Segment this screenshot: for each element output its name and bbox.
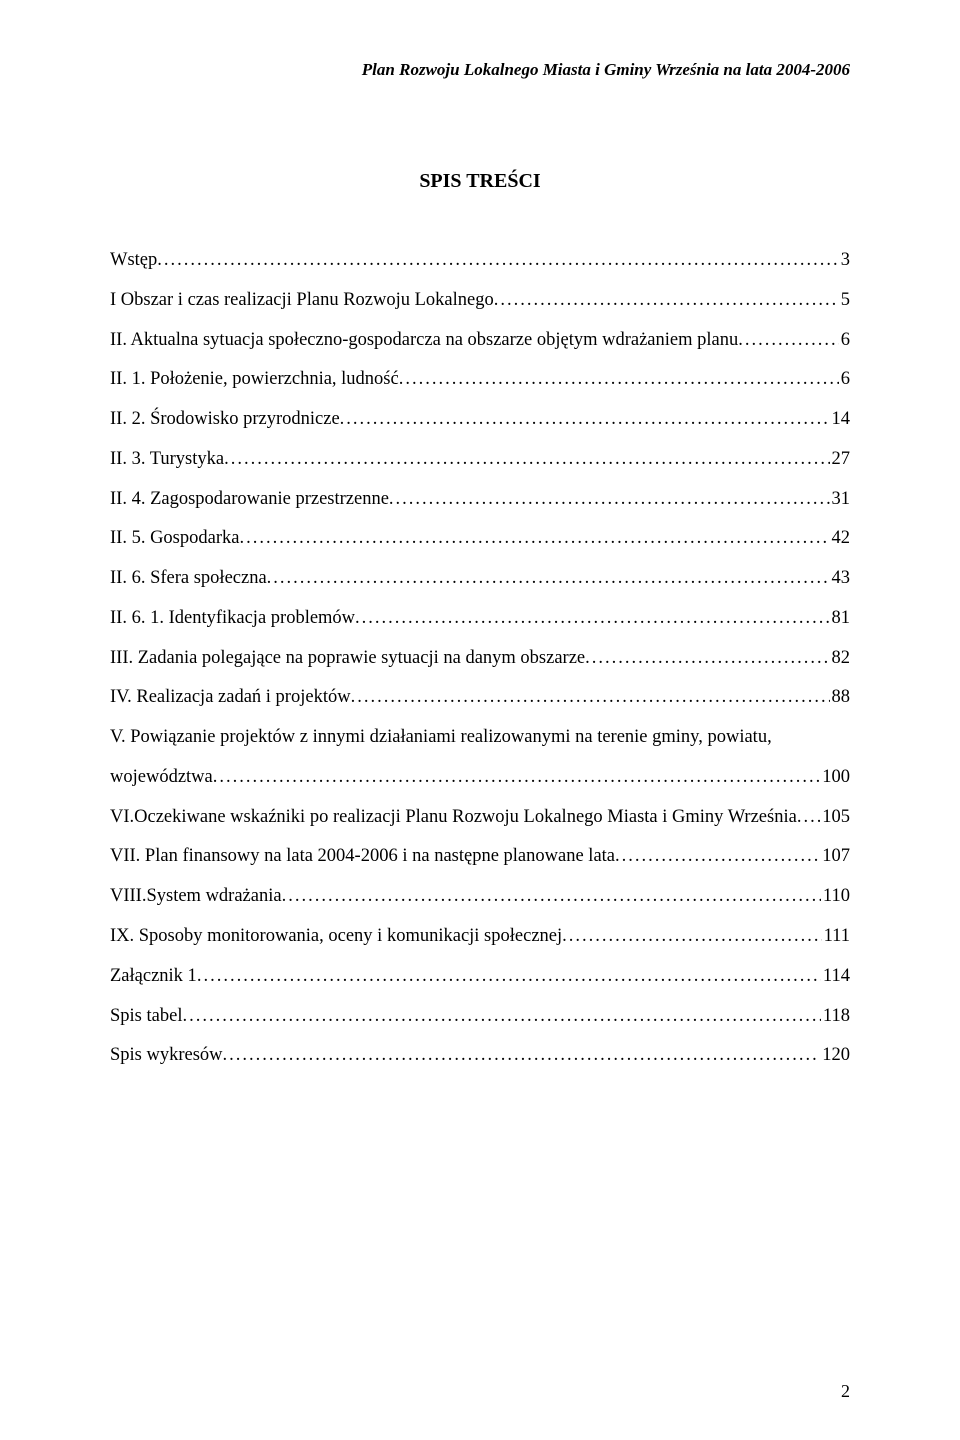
- toc-leader-dots: [340, 400, 830, 440]
- toc-entry-page: 105: [820, 798, 850, 838]
- toc-entry-label: II. 5. Gospodarka: [110, 519, 239, 559]
- toc-entry-page: 6: [839, 321, 850, 361]
- table-of-contents: Wstęp 3 I Obszar i czas realizacji Planu…: [110, 241, 850, 1076]
- toc-entry-page: 114: [821, 957, 850, 997]
- toc-entry-page: 120: [820, 1036, 850, 1076]
- toc-entry-page: 43: [830, 559, 851, 599]
- toc-leader-dots: [157, 241, 838, 281]
- toc-entry: II. 1. Położenie, powierzchnia, ludność …: [110, 360, 850, 400]
- toc-entry-multiline: V. Powiązanie projektów z innymi działan…: [110, 718, 850, 798]
- toc-entry-label: Spis tabel: [110, 997, 182, 1037]
- toc-leader-dots: [494, 281, 839, 321]
- toc-leader-dots: [182, 997, 820, 1037]
- page-title: SPIS TREŚCI: [110, 170, 850, 193]
- toc-entry: IX. Sposoby monitorowania, oceny i komun…: [110, 917, 850, 957]
- toc-entry-page: 100: [820, 758, 850, 798]
- toc-entry: I Obszar i czas realizacji Planu Rozwoju…: [110, 281, 850, 321]
- toc-entry-page: 6: [839, 360, 850, 400]
- toc-entry: województwa 100: [110, 758, 850, 798]
- toc-leader-dots: [615, 837, 820, 877]
- toc-entry: VII. Plan finansowy na lata 2004-2006 i …: [110, 837, 850, 877]
- toc-leader-dots: [738, 321, 839, 361]
- toc-leader-dots: [224, 440, 829, 480]
- toc-entry-page: 31: [830, 480, 851, 520]
- toc-entry: VI.Oczekiwane wskaźniki po realizacji Pl…: [110, 798, 850, 838]
- toc-leader-dots: [355, 599, 829, 639]
- toc-leader-dots: [399, 360, 839, 400]
- toc-entry-label: VII. Plan finansowy na lata 2004-2006 i …: [110, 837, 615, 877]
- toc-entry-page: 110: [821, 877, 850, 917]
- toc-entry-label: IX. Sposoby monitorowania, oceny i komun…: [110, 917, 562, 957]
- toc-entry: Wstęp 3: [110, 241, 850, 281]
- toc-entry-label: II. Aktualna sytuacja społeczno-gospodar…: [110, 321, 738, 361]
- toc-entry-label: IV. Realizacja zadań i projektów: [110, 678, 351, 718]
- toc-entry: II. 4. Zagospodarowanie przestrzenne 31: [110, 480, 850, 520]
- toc-entry: Spis wykresów 120: [110, 1036, 850, 1076]
- toc-leader-dots: [389, 480, 830, 520]
- toc-entry-page: 3: [839, 241, 850, 281]
- toc-entry: III. Zadania polegające na poprawie sytu…: [110, 639, 850, 679]
- toc-entry-label: II. 6. 1. Identyfikacja problemów: [110, 599, 355, 639]
- toc-leader-dots: [585, 639, 829, 679]
- toc-entry: IV. Realizacja zadań i projektów 88: [110, 678, 850, 718]
- toc-entry-page: 27: [830, 440, 851, 480]
- toc-leader-dots: [197, 957, 821, 997]
- toc-entry-label: Załącznik 1: [110, 957, 197, 997]
- toc-leader-dots: [267, 559, 830, 599]
- toc-entry-label: VIII.System wdrażania: [110, 877, 282, 917]
- toc-entry: II. 5. Gospodarka 42: [110, 519, 850, 559]
- document-page: Plan Rozwoju Lokalnego Miasta i Gminy Wr…: [0, 0, 960, 1440]
- toc-entry-page: 118: [821, 997, 850, 1037]
- toc-entry-page: 111: [822, 917, 850, 957]
- toc-entry: II. 3. Turystyka 27: [110, 440, 850, 480]
- toc-entry-page: 5: [839, 281, 850, 321]
- toc-entry-label: II. 2. Środowisko przyrodnicze: [110, 400, 340, 440]
- toc-entry-label: VI.Oczekiwane wskaźniki po realizacji Pl…: [110, 798, 797, 838]
- running-header: Plan Rozwoju Lokalnego Miasta i Gminy Wr…: [110, 60, 850, 80]
- toc-entry-label: Spis wykresów: [110, 1036, 223, 1076]
- toc-entry-label: II. 1. Położenie, powierzchnia, ludność: [110, 360, 399, 400]
- page-number: 2: [841, 1381, 850, 1402]
- toc-entry-page: 82: [830, 639, 851, 679]
- toc-entry-label-line1: V. Powiązanie projektów z innymi działan…: [110, 718, 850, 758]
- toc-entry-page: 14: [830, 400, 851, 440]
- toc-entry: Załącznik 1 114: [110, 957, 850, 997]
- toc-entry-page: 42: [830, 519, 851, 559]
- toc-entry: II. Aktualna sytuacja społeczno-gospodar…: [110, 321, 850, 361]
- toc-entry-label: Wstęp: [110, 241, 157, 281]
- toc-entry-label-line2: województwa: [110, 758, 213, 798]
- toc-entry-page: 88: [830, 678, 851, 718]
- toc-entry-label: III. Zadania polegające na poprawie sytu…: [110, 639, 585, 679]
- toc-leader-dots: [797, 798, 820, 838]
- toc-entry-label: II. 3. Turystyka: [110, 440, 224, 480]
- toc-entry-label: II. 4. Zagospodarowanie przestrzenne: [110, 480, 389, 520]
- toc-entry-label: II. 6. Sfera społeczna: [110, 559, 267, 599]
- toc-leader-dots: [223, 1036, 821, 1076]
- toc-leader-dots: [562, 917, 821, 957]
- toc-leader-dots: [213, 758, 821, 798]
- toc-leader-dots: [282, 877, 821, 917]
- toc-leader-dots: [239, 519, 829, 559]
- toc-entry-page: 107: [820, 837, 850, 877]
- toc-entry: Spis tabel 118: [110, 997, 850, 1037]
- toc-entry-page: 81: [830, 599, 851, 639]
- toc-entry-label: I Obszar i czas realizacji Planu Rozwoju…: [110, 281, 494, 321]
- toc-leader-dots: [351, 678, 830, 718]
- toc-entry: II. 6. 1. Identyfikacja problemów 81: [110, 599, 850, 639]
- toc-entry: II. 6. Sfera społeczna 43: [110, 559, 850, 599]
- toc-entry: II. 2. Środowisko przyrodnicze 14: [110, 400, 850, 440]
- toc-entry: VIII.System wdrażania 110: [110, 877, 850, 917]
